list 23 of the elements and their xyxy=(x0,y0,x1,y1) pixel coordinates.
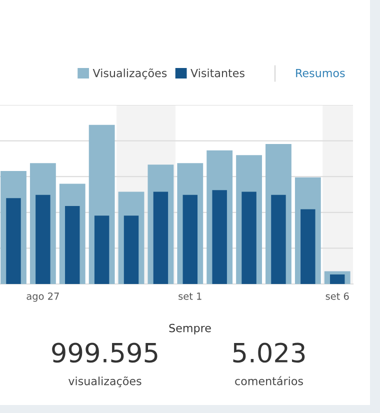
bar xyxy=(330,274,345,284)
bar xyxy=(242,192,256,284)
legend-label: Visualizações xyxy=(92,68,167,80)
text: visualizações xyxy=(68,376,142,388)
legend-label: Visitantes xyxy=(190,68,244,78)
bar xyxy=(124,216,139,284)
bar xyxy=(153,192,168,284)
bar xyxy=(94,216,110,284)
text: comentários xyxy=(235,376,303,386)
bar xyxy=(271,194,286,284)
x-tick-label: set 1 xyxy=(178,292,202,300)
bar xyxy=(182,194,198,284)
bar xyxy=(300,209,316,284)
text: Resumos xyxy=(296,68,345,78)
bar xyxy=(65,206,80,284)
text: Sempre xyxy=(169,324,211,334)
x-tick-label: set 6 xyxy=(326,292,349,300)
bar xyxy=(212,190,227,284)
text: 5.023 xyxy=(233,342,305,363)
bar xyxy=(6,198,21,284)
bar xyxy=(36,194,50,284)
x-tick-label: ago 27 xyxy=(26,292,59,302)
text: 999.595 xyxy=(52,342,158,363)
